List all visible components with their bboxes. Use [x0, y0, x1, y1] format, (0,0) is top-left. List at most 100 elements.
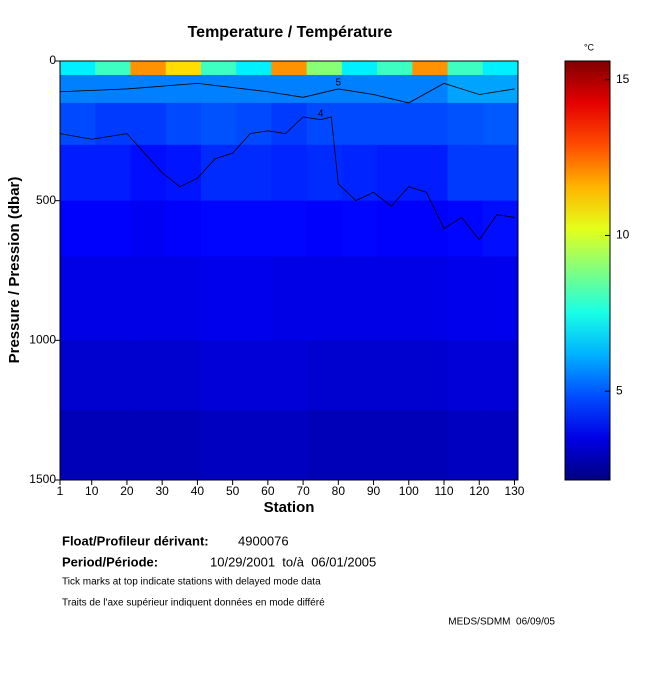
heat-cell	[341, 340, 378, 411]
heat-cell	[412, 102, 449, 146]
heat-cell	[306, 102, 343, 146]
colorbar-tick-label: 15	[616, 72, 630, 86]
heat-cell	[95, 256, 131, 341]
heat-cell	[200, 74, 237, 104]
heat-cell	[412, 340, 449, 411]
heat-cell	[271, 102, 308, 146]
heat-cell	[447, 256, 484, 341]
float-id: 4900076	[238, 533, 289, 548]
x-tick-label: 90	[367, 484, 381, 498]
colorbar-tick-label: 10	[616, 228, 630, 242]
chart-title: Temperature / Température	[188, 24, 393, 41]
x-tick-label: 30	[155, 484, 169, 498]
heat-cell	[412, 61, 449, 76]
contour-line	[59, 116, 515, 241]
contour-label: 5	[336, 78, 342, 89]
heat-cell	[200, 61, 237, 76]
heat-cell	[200, 340, 237, 411]
heat-cell	[60, 256, 96, 341]
heat-cell	[482, 340, 519, 411]
heat-cell	[95, 144, 131, 202]
heat-cell	[412, 200, 449, 258]
heat-cell	[165, 74, 202, 104]
heat-cell	[447, 144, 484, 202]
heat-cell	[341, 102, 378, 146]
heat-cell	[200, 256, 237, 341]
heat-cell	[341, 256, 378, 341]
heat-cell	[447, 74, 484, 104]
heat-cell	[271, 74, 308, 104]
heat-cell	[236, 200, 272, 258]
heat-cell	[447, 61, 484, 76]
heat-cell	[236, 144, 272, 202]
x-axis-label: Station	[264, 499, 315, 516]
heat-cell	[130, 61, 167, 76]
heat-cell	[341, 74, 378, 104]
contour-line	[59, 82, 515, 104]
heat-cell	[412, 256, 449, 341]
heat-cell	[130, 102, 167, 146]
heat-cell	[306, 410, 343, 481]
heat-cell	[377, 102, 413, 146]
heat-cell	[130, 410, 167, 481]
x-tick-label: 20	[120, 484, 134, 498]
heat-cell	[130, 144, 167, 202]
heat-cell	[165, 61, 202, 76]
heat-cell	[412, 74, 449, 104]
heat-cell	[130, 256, 167, 341]
float-label: Float/Profileur dérivant:	[62, 533, 209, 548]
heat-cell	[236, 74, 272, 104]
colorbar-label: °C	[584, 42, 595, 52]
heat-cell	[236, 102, 272, 146]
heat-cell	[95, 340, 131, 411]
y-tick-label: 0	[49, 53, 56, 67]
x-tick-label: 100	[399, 484, 419, 498]
note: Tick marks at top indicate stations with…	[62, 577, 321, 588]
y-tick-label: 1500	[29, 472, 56, 486]
heat-cell	[377, 410, 413, 481]
x-tick-label: 110	[434, 484, 453, 498]
period-label: Period/Période:	[62, 554, 158, 569]
x-tick-label: 80	[332, 484, 346, 498]
period: 10/29/2001 to/à 06/01/2005	[210, 554, 376, 569]
heat-cell	[95, 200, 131, 258]
heat-cell	[482, 102, 519, 146]
x-tick-label: 50	[226, 484, 240, 498]
heat-cell	[130, 74, 167, 104]
heat-cell	[60, 410, 96, 481]
heat-cell	[341, 61, 378, 76]
heat-cell	[377, 200, 413, 258]
heat-cell	[236, 410, 272, 481]
x-tick-label: 1	[57, 484, 64, 498]
heat-cell	[165, 102, 202, 146]
x-tick-label: 40	[191, 484, 205, 498]
x-tick-label: 120	[469, 484, 489, 498]
heat-cell	[306, 200, 343, 258]
heat-cell	[60, 61, 96, 76]
heat-cell	[165, 410, 202, 481]
heat-cell	[200, 102, 237, 146]
heat-cell	[447, 102, 484, 146]
heat-cell	[341, 410, 378, 481]
heat-cell	[236, 256, 272, 341]
heat-cell	[306, 144, 343, 202]
heat-cell	[306, 61, 343, 76]
heat-cell	[271, 410, 308, 481]
heat-cell	[482, 144, 519, 202]
heat-cell	[482, 61, 519, 76]
heat-cell	[200, 410, 237, 481]
heat-cell	[130, 200, 167, 258]
heat-cell	[377, 74, 413, 104]
heat-cell	[95, 102, 131, 146]
heat-cell	[377, 61, 413, 76]
heat-cell	[306, 256, 343, 341]
heat-cell	[165, 340, 202, 411]
heat-cell	[165, 144, 202, 202]
heat-cell	[447, 200, 484, 258]
heat-cell	[200, 200, 237, 258]
heat-cell	[271, 144, 308, 202]
note: Traits de l'axe supérieur indiquent donn…	[62, 598, 325, 609]
heat-cell	[412, 410, 449, 481]
heat-cell	[271, 340, 308, 411]
